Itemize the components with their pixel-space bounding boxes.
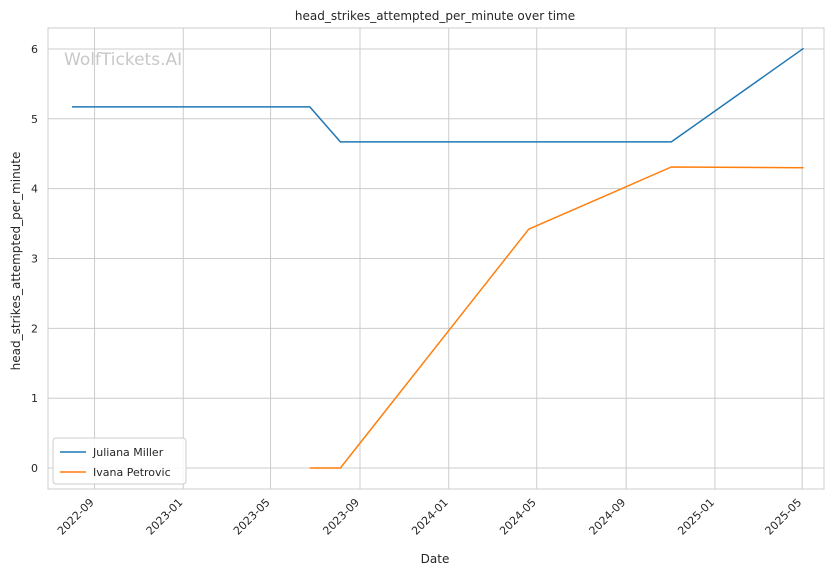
y-tick-label: 1 (31, 392, 38, 405)
y-tick-label: 3 (31, 253, 38, 266)
y-axis-ticks: 0 1 2 3 4 5 6 (31, 43, 38, 475)
grid (48, 28, 824, 489)
y-tick-label: 4 (31, 183, 38, 196)
plot-frame (47, 27, 825, 490)
legend-label: Ivana Petrovic (93, 466, 171, 479)
y-tick-label: 2 (31, 322, 38, 335)
x-axis-label: Date (421, 552, 450, 566)
chart-title: head_strikes_attempted_per_minute over t… (295, 9, 575, 23)
legend-box (52, 437, 187, 485)
y-tick-label: 0 (31, 462, 38, 475)
y-tick-label: 5 (31, 113, 38, 126)
series-lines (72, 47, 805, 469)
y-tick-label: 6 (31, 43, 38, 56)
legend-label: Juliana Miller (92, 446, 164, 459)
series-line (309, 166, 804, 469)
series-line (72, 47, 805, 143)
legend: Juliana Miller Ivana Petrovic (52, 437, 187, 485)
watermark: WolfTickets.AI (64, 50, 182, 70)
y-axis-label: head_strikes_attempted_per_minute (9, 152, 23, 371)
